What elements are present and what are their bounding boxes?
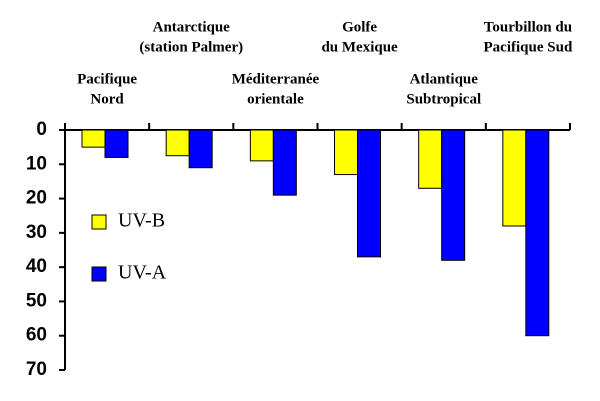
category-label: orientale (247, 91, 304, 107)
bar (441, 129, 466, 261)
bar (272, 129, 297, 196)
y-tick-label: 40 (26, 256, 47, 277)
category-label: Tourbillon du (484, 19, 572, 35)
y-tick-label: 60 (26, 325, 47, 346)
category-label: Subtropical (406, 91, 481, 107)
bar (165, 129, 190, 157)
category-label: Nord (90, 91, 124, 107)
category-label: Pacifique (77, 71, 137, 87)
legend-label: UV-B (118, 210, 165, 232)
y-tick-label: 0 (36, 119, 47, 140)
category-label: Pacifique Sud (484, 39, 573, 55)
category-label: (station Palmer) (139, 39, 243, 55)
category-label: Atlantique (410, 71, 479, 87)
bar (334, 129, 358, 176)
bar (502, 129, 527, 227)
category-label: Golfe (342, 19, 377, 35)
bar (418, 129, 443, 189)
bar (81, 129, 106, 148)
category-label: Antarctique (153, 19, 231, 35)
legend-swatch (91, 266, 107, 282)
bar (188, 129, 213, 169)
y-tick-label: 70 (26, 359, 47, 380)
bar (104, 129, 129, 158)
y-tick-label: 20 (26, 188, 47, 209)
y-tick-label: 30 (26, 222, 47, 243)
legend-swatch (91, 214, 107, 230)
y-tick-label: 50 (26, 290, 47, 311)
category-label: du Mexique (321, 39, 398, 55)
bar (357, 129, 381, 258)
legend-label: UV-A (118, 262, 167, 284)
y-tick-label: 10 (26, 153, 47, 174)
category-label: Méditerranée (232, 71, 320, 87)
bar (525, 129, 550, 337)
bar (249, 129, 274, 162)
